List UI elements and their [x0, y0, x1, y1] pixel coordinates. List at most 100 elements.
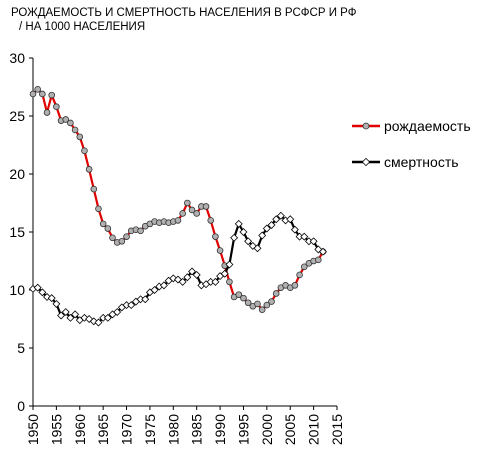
data-point-1 [85, 315, 94, 323]
data-point-1 [178, 277, 187, 286]
data-point-0 [53, 103, 60, 111]
data-point-0 [67, 119, 74, 127]
x-tick-label: 1950 [25, 414, 41, 445]
legend-label: рождаемость [384, 118, 471, 134]
data-point-1 [113, 308, 122, 317]
data-point-1 [234, 219, 243, 228]
data-point-1 [290, 225, 299, 234]
axes: 0 5 10 15 20 25 30 1950 1955 1960 1965 1970 1975 1980… [9, 50, 345, 445]
x-tick-label: 1985 [189, 414, 205, 445]
chart-title-line-1: РОЖДАЕМОСТЬ И СМЕРТНОСТЬ НАСЕЛЕНИЯ В РСФ… [11, 7, 357, 19]
data-point-0 [296, 271, 303, 279]
data-point-0 [48, 91, 56, 99]
data-point-1 [61, 308, 70, 317]
data-point-0 [104, 225, 112, 232]
x-tick-label: 2000 [259, 414, 275, 445]
data-point-0 [207, 217, 215, 224]
data-point-1 [258, 231, 267, 240]
data-point-1 [230, 233, 239, 242]
data-point-1 [52, 299, 61, 308]
data-point-0 [240, 294, 247, 302]
x-tick-label: 1975 [142, 414, 158, 445]
data-point-1 [300, 232, 309, 241]
data-point-0 [109, 234, 116, 242]
data-point-1 [141, 295, 150, 304]
y-tick-label: 5 [17, 340, 25, 356]
legend-marker [361, 157, 371, 167]
chart-title: РОЖДАЕМОСТЬ И СМЕРТНОСТЬ НАСЕЛЕНИЯ В РСФ… [11, 6, 356, 34]
x-tick-label: 1955 [48, 414, 64, 445]
series-layer [29, 86, 327, 327]
data-point-0 [34, 86, 41, 93]
data-point-1 [89, 317, 98, 326]
legend-label: смертность [384, 154, 459, 170]
y-tick-label: 15 [9, 224, 25, 240]
y-tick-label: 20 [9, 166, 25, 182]
x-tick-label: 1995 [235, 414, 251, 445]
x-tick-label: 1970 [119, 414, 135, 445]
data-point-1 [267, 221, 276, 230]
series-line-1 [32, 214, 324, 324]
data-point-1 [262, 224, 271, 233]
data-point-0 [291, 282, 299, 289]
x-tick-label: 1980 [165, 414, 181, 445]
data-point-1 [248, 241, 257, 250]
data-point-0 [193, 210, 200, 217]
data-point-1 [57, 311, 66, 320]
data-point-1 [211, 277, 220, 286]
data-point-1 [253, 244, 262, 253]
y-tick-label: 0 [17, 398, 25, 414]
data-point-1 [220, 269, 229, 278]
data-point-1 [159, 281, 168, 290]
data-point-1 [276, 211, 285, 220]
data-point-0 [226, 278, 233, 286]
data-point-0 [81, 147, 88, 155]
data-point-0 [314, 256, 322, 264]
data-point-0 [254, 300, 261, 308]
data-point-1 [244, 237, 253, 246]
y-tick-label: 30 [9, 50, 25, 66]
legend: рождаемость смертность [352, 118, 471, 170]
data-point-0 [263, 301, 271, 309]
data-point-0 [212, 233, 219, 240]
data-point-0 [123, 233, 130, 240]
data-point-0 [29, 90, 37, 98]
y-tick-label: 10 [9, 282, 25, 298]
data-point-1 [183, 273, 192, 282]
data-point-1 [38, 288, 47, 297]
data-point-1 [47, 294, 56, 303]
data-point-0 [268, 298, 275, 305]
data-point-1 [188, 267, 196, 276]
data-point-1 [319, 247, 327, 256]
data-point-0 [118, 237, 126, 245]
data-point-0 [216, 247, 224, 254]
data-point-1 [192, 270, 201, 279]
data-point-1 [66, 313, 75, 322]
data-point-0 [76, 133, 84, 141]
x-tick-label: 1990 [212, 414, 228, 445]
data-point-0 [99, 220, 107, 228]
chart-title-line-2: / НА 1000 НАСЕЛЕНИЯ [19, 21, 146, 33]
data-point-1 [103, 313, 112, 322]
data-point-0 [258, 306, 266, 314]
data-point-0 [272, 290, 280, 297]
data-point-0 [188, 206, 196, 214]
data-point-0 [179, 210, 186, 217]
data-point-0 [137, 227, 144, 235]
data-point-1 [314, 245, 323, 254]
x-tick-label: 1960 [72, 414, 88, 445]
data-point-1 [150, 286, 159, 294]
data-point-1 [272, 215, 281, 224]
data-point-1 [239, 228, 248, 236]
data-point-1 [309, 237, 318, 246]
data-point-0 [71, 126, 79, 134]
x-tick-label: 2010 [306, 414, 322, 445]
x-tick-label: 1965 [95, 414, 111, 445]
data-point-0 [90, 185, 98, 193]
data-point-0 [184, 199, 191, 207]
data-point-0 [62, 116, 70, 123]
data-point-1 [33, 283, 42, 292]
legend-marker [362, 122, 370, 130]
data-point-1 [286, 215, 295, 224]
